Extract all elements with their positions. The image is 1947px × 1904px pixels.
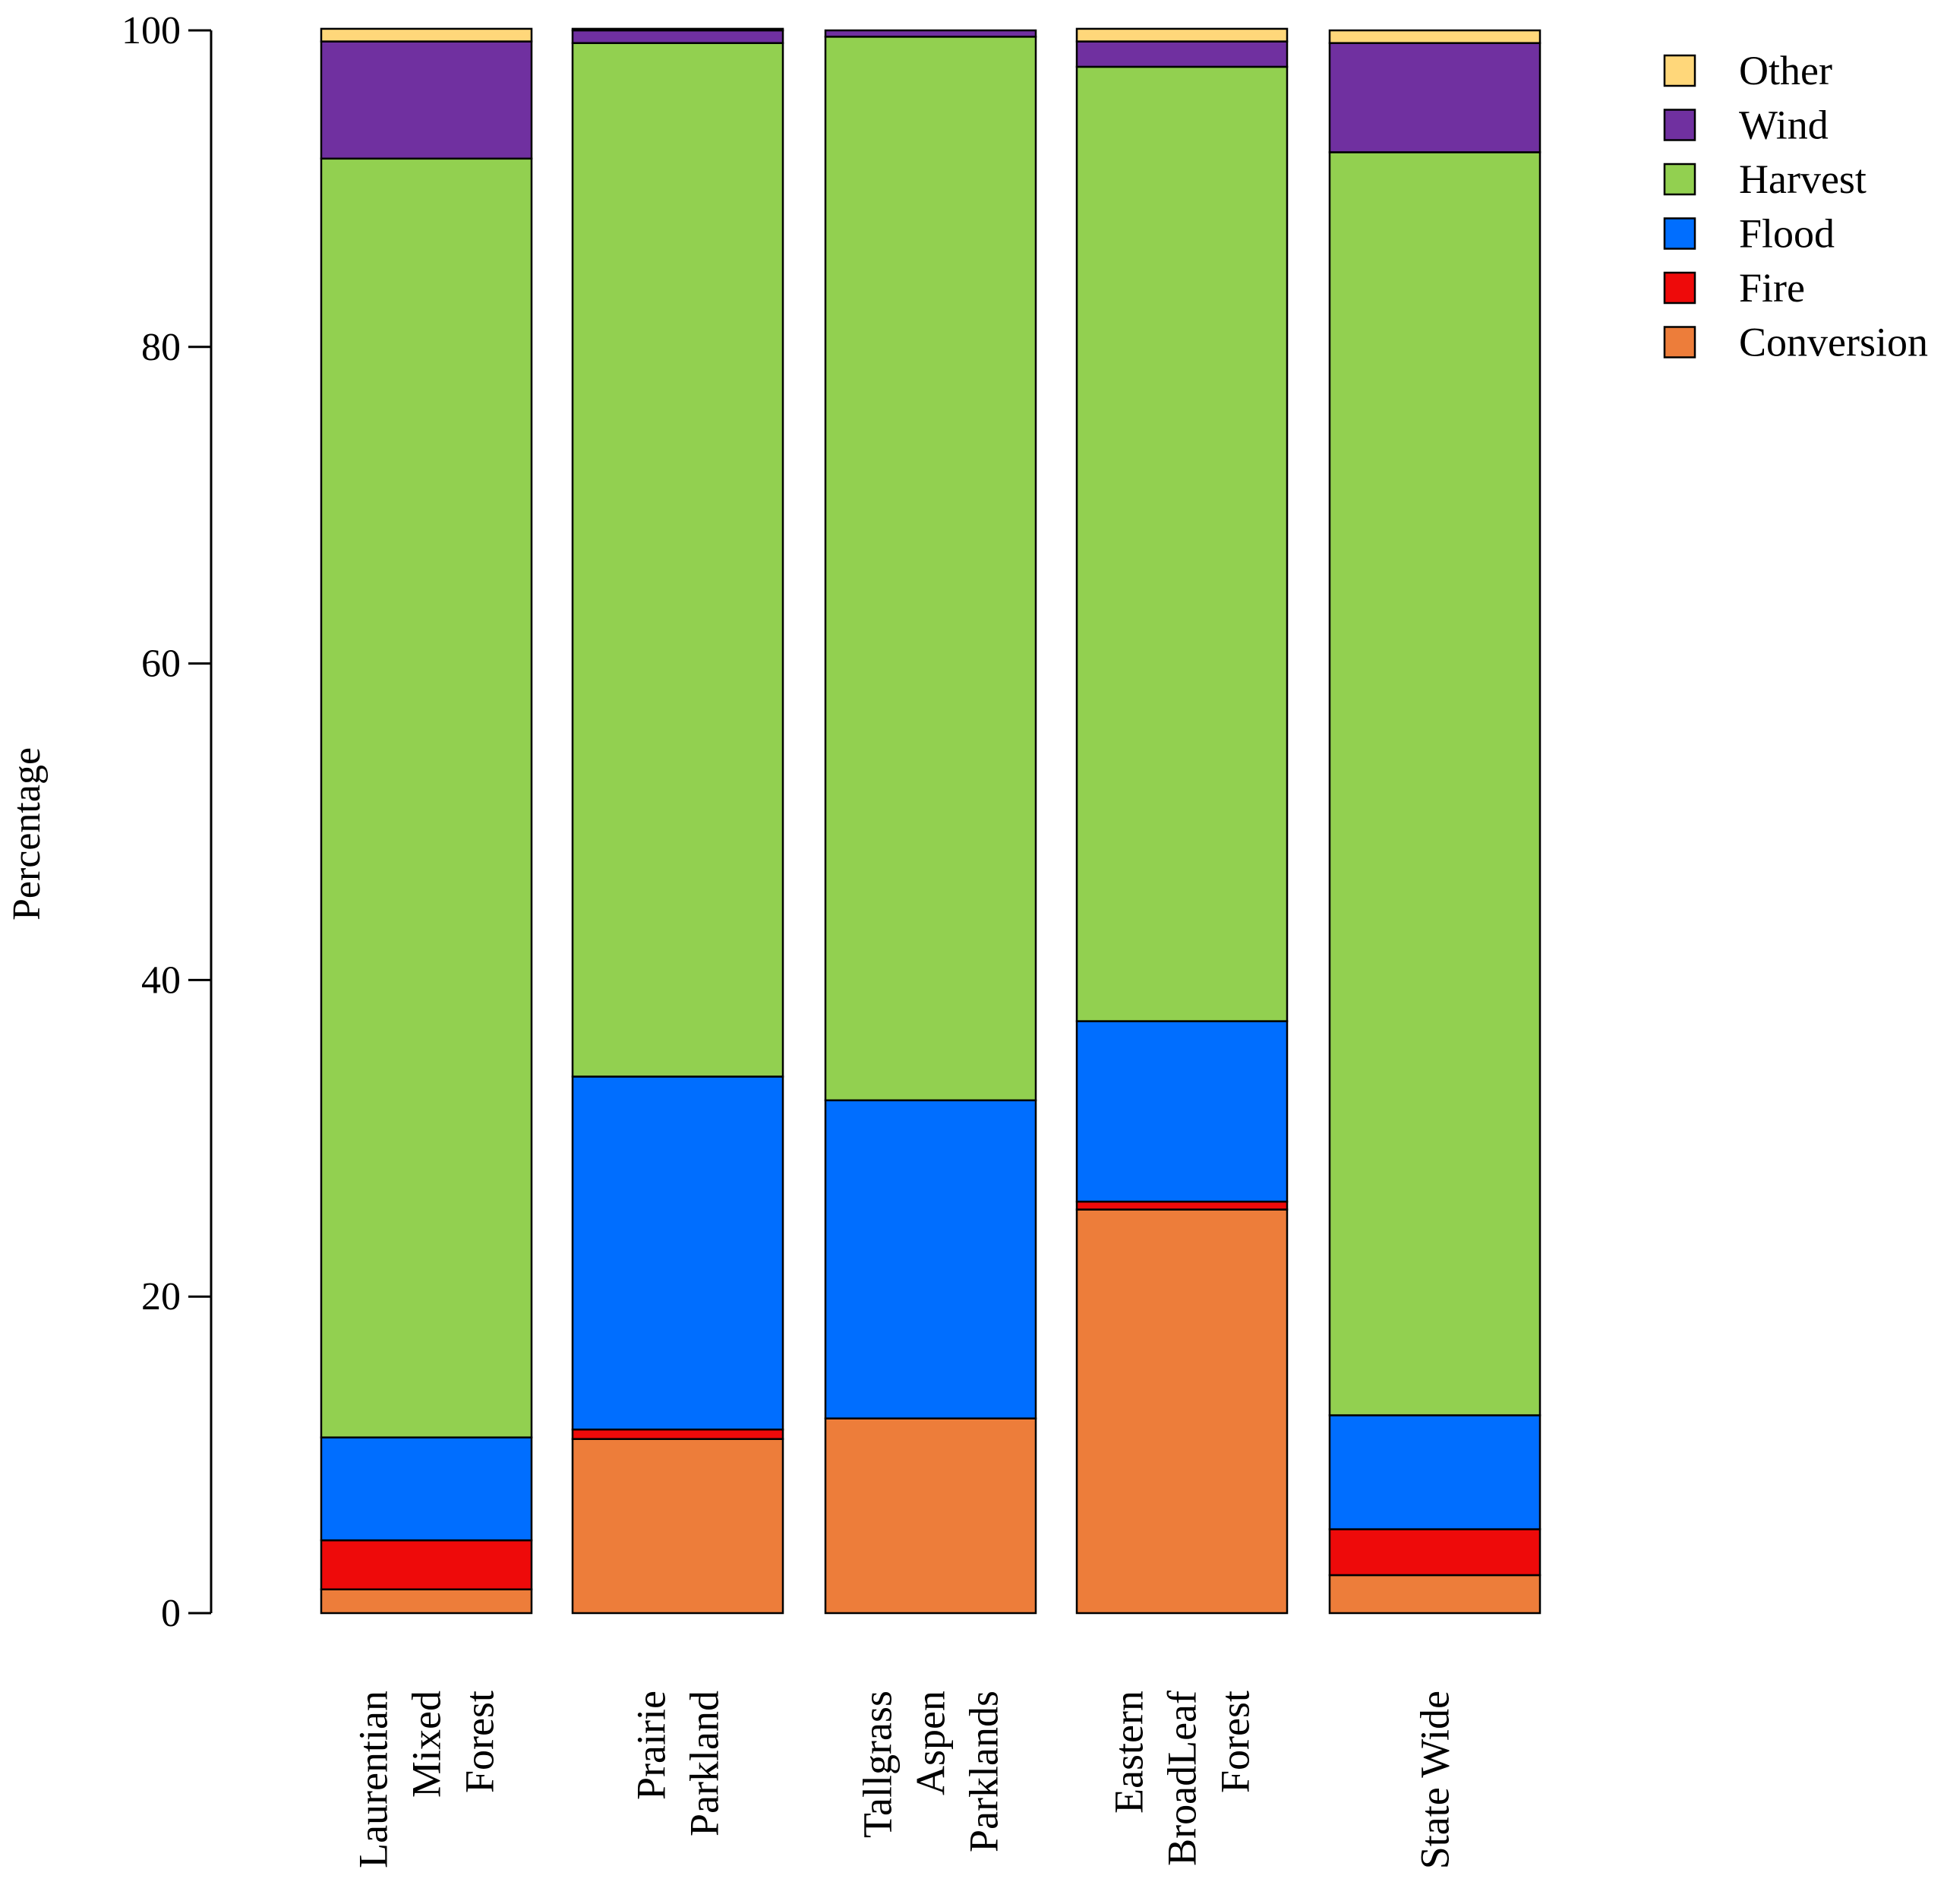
bars — [320, 27, 1542, 1615]
bar-wind-5 — [1328, 42, 1542, 153]
bar-other-2 — [571, 27, 784, 32]
category-label-4-3: Forest — [1213, 1691, 1258, 1793]
legend-swatch-other — [1663, 54, 1696, 87]
bar-flood-3 — [824, 1099, 1037, 1419]
y-tick-label-40: 40 — [141, 958, 181, 1002]
bar-harvest-5 — [1328, 151, 1542, 1416]
bar-flood-4 — [1075, 1020, 1289, 1203]
bar-fire-4 — [1075, 1200, 1289, 1211]
legend-label-fire: Fire — [1739, 265, 1805, 311]
y-axis: 0 20 40 60 80 100 — [121, 9, 213, 1635]
legend-label-other: Other — [1739, 48, 1832, 93]
bar-flood-1 — [320, 1436, 533, 1542]
legend-swatch-flood — [1663, 217, 1696, 250]
bar-wind-1 — [320, 40, 533, 160]
legend-label-flood: Flood — [1739, 211, 1835, 257]
y-tick-label-0: 0 — [161, 1592, 181, 1635]
category-label-2-1: Prairie — [629, 1691, 674, 1800]
y-tick-label-100: 100 — [121, 9, 181, 52]
legend-swatch-conversion — [1663, 326, 1696, 358]
category-label-3-2: Aspen — [908, 1691, 954, 1795]
category-label-3-1: Tallgrass — [855, 1691, 901, 1838]
category-label-1-3: Forest — [457, 1691, 503, 1793]
category-label-3-3: Parklands — [961, 1691, 1007, 1852]
y-tick-label-20: 20 — [141, 1275, 181, 1318]
bar-stack-3 — [824, 29, 1037, 1615]
category-label-2-2: Parkland — [682, 1691, 727, 1836]
legend-label-harvest: Harvest — [1739, 156, 1867, 202]
bar-wind-4 — [1075, 40, 1289, 68]
y-tick-label-60: 60 — [141, 643, 181, 686]
bar-harvest-2 — [571, 42, 784, 1078]
bar-fire-1 — [320, 1539, 533, 1590]
category-label-1-2: Mixed — [404, 1691, 450, 1798]
bar-fire-2 — [571, 1429, 784, 1441]
legend-swatch-wind — [1663, 109, 1696, 141]
legend-label-conversion: Conversion — [1739, 320, 1928, 365]
bar-wind-3 — [824, 29, 1037, 38]
bar-stack-4 — [1075, 27, 1289, 1615]
y-axis-title: Percentage — [5, 747, 49, 920]
bar-harvest-3 — [824, 36, 1037, 1102]
bar-stack-5 — [1328, 29, 1542, 1615]
bar-other-5 — [1328, 29, 1542, 44]
bar-conversion-1 — [320, 1588, 533, 1615]
bar-other-4 — [1075, 27, 1289, 43]
category-label-4-1: Eastern — [1106, 1691, 1152, 1814]
bar-conversion-5 — [1328, 1574, 1542, 1615]
bar-harvest-4 — [1075, 65, 1289, 1022]
bar-wind-2 — [571, 29, 784, 44]
legend-swatch-fire — [1663, 271, 1696, 305]
bar-flood-5 — [1328, 1414, 1542, 1530]
y-tick-label-80: 80 — [141, 326, 181, 369]
legend: Other Wind Harvest Flood Fire Conversion — [1663, 48, 1928, 365]
bar-harvest-1 — [320, 157, 533, 1438]
bar-stack-1 — [320, 27, 533, 1615]
bar-fire-5 — [1328, 1528, 1542, 1577]
bar-stack-2 — [571, 27, 784, 1615]
category-label-5-1: State Wide — [1412, 1691, 1458, 1869]
category-label-1-1: Laurentian — [351, 1691, 396, 1868]
category-labels: Laurentian Mixed Forest Prairie Parkland Tall… — [351, 1691, 1458, 1869]
bar-other-1 — [320, 27, 533, 43]
legend-swatch-harvest — [1663, 163, 1696, 196]
category-label-4-2: BroadLeaf — [1160, 1691, 1205, 1866]
legend-label-wind: Wind — [1739, 103, 1829, 148]
bar-conversion-4 — [1075, 1208, 1289, 1615]
bar-conversion-2 — [571, 1438, 784, 1615]
bar-conversion-3 — [824, 1417, 1037, 1615]
bar-flood-2 — [571, 1075, 784, 1431]
